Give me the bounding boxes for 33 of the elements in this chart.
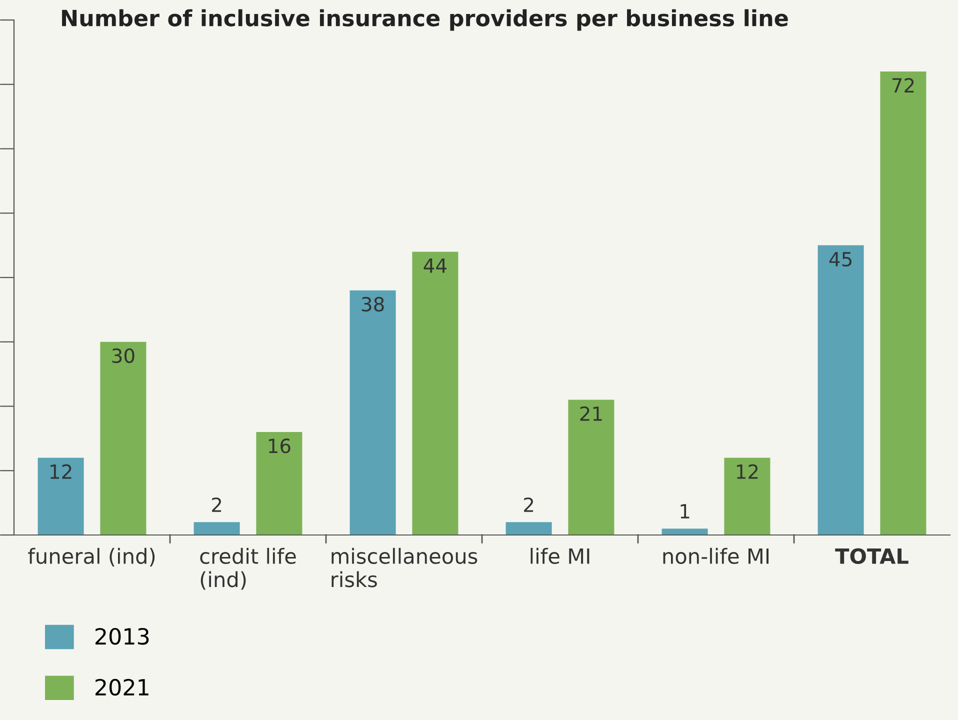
data-label: 30	[112, 348, 134, 364]
data-label: 16	[268, 438, 290, 454]
data-label: 45	[829, 252, 852, 267]
data-label: 38	[362, 296, 384, 312]
bar	[100, 342, 146, 535]
data-label: 44	[424, 258, 446, 273]
data-label: 12	[736, 464, 758, 479]
legend-label: 2013	[96, 628, 149, 645]
data-label: 72	[892, 78, 914, 92]
data-label: 12	[50, 464, 72, 479]
legend-label: 2021	[96, 678, 148, 696]
bar	[880, 72, 926, 535]
bar	[724, 458, 770, 535]
bar	[662, 528, 708, 535]
bar	[350, 290, 396, 535]
bar	[506, 522, 552, 535]
data-label: 2	[524, 497, 534, 512]
x-tick-label: life MI	[530, 548, 590, 564]
x-tick-label: credit life (ind)	[200, 548, 296, 590]
bar	[412, 252, 458, 535]
chart-title: Number of inclusive insurance providers per business line	[62, 9, 788, 31]
bar	[194, 522, 240, 535]
bar	[38, 458, 84, 535]
data-label: 1	[680, 504, 690, 518]
x-tick-label: funeral (ind)	[28, 548, 155, 566]
bar	[568, 400, 614, 535]
x-tick-label: TOTAL	[835, 548, 908, 564]
x-tick-label: miscellaneous risks	[332, 548, 478, 588]
x-tick-label: non-life MI	[663, 548, 769, 564]
data-label: 2	[212, 497, 222, 512]
data-label: 21	[580, 406, 602, 421]
bar	[818, 245, 864, 535]
bar	[256, 432, 302, 535]
